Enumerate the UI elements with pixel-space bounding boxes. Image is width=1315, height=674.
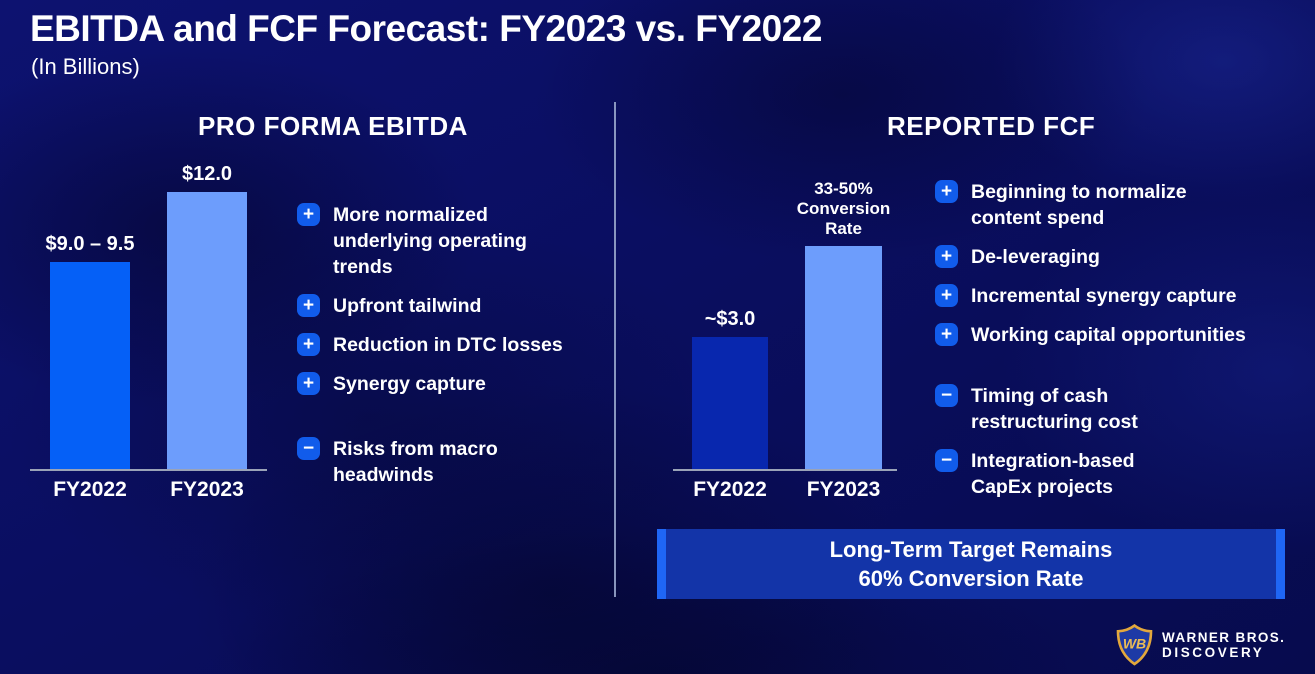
bar-value-label: $9.0 – 9.5 (45, 233, 135, 255)
bar-value-label: $12.0 (181, 163, 233, 185)
bar-fy2023 (805, 246, 882, 469)
brand-name-line2: DISCOVERY (1162, 645, 1265, 660)
list-item: + Synergy capture (297, 371, 587, 397)
banner-line2: 60% Conversion Rate (858, 566, 1084, 591)
wb-shield-icon: WB (1116, 624, 1153, 666)
wb-monogram: WB (1123, 636, 1146, 652)
plus-icon: + (297, 294, 320, 317)
ebitda-positive-bullets: + More normalized underlying operating t… (297, 202, 587, 410)
bullet-text: Incremental synergy capture (971, 285, 1237, 307)
right-panel-title: REPORTED FCF (887, 111, 1096, 141)
plus-icon: + (935, 284, 958, 307)
bullet-text: More normalized underlying operating tre… (333, 204, 527, 278)
left-panel-title: PRO FORMA EBITDA (198, 111, 468, 141)
bar-category-label: FY2023 (806, 478, 881, 501)
list-item: − Integration-based CapEx projects (935, 448, 1290, 500)
fcf-positive-bullets: + Beginning to normalize content spend +… (935, 179, 1290, 361)
list-item: + More normalized underlying operating t… (297, 202, 587, 280)
bar-fy2023 (167, 192, 247, 469)
bullet-text: Synergy capture (333, 373, 486, 395)
page-title: EBITDA and FCF Forecast: FY2023 vs. FY20… (30, 8, 822, 49)
bar-category-label: FY2023 (170, 478, 244, 501)
ebitda-bar-chart: $9.0 – 9.5 FY2022 $12.0 FY2023 (30, 150, 267, 501)
plus-icon: + (935, 323, 958, 346)
long-term-target-banner: Long-Term Target Remains 60% Conversion … (657, 529, 1285, 599)
bar-category-label: FY2022 (53, 478, 127, 501)
bullet-text: De-leveraging (971, 246, 1100, 268)
plus-icon: + (297, 372, 320, 395)
warner-bros-discovery-logo: WB WARNER BROS. DISCOVERY (1116, 624, 1285, 666)
bar-value-label: ~$3.0 (704, 308, 756, 330)
bar-fy2022 (692, 337, 768, 469)
bullet-text: Upfront tailwind (333, 295, 482, 317)
list-item: − Risks from macro headwinds (297, 436, 587, 488)
plus-icon: + (297, 333, 320, 356)
list-item: + Upfront tailwind (297, 293, 587, 319)
panel-divider (614, 102, 616, 597)
brand-name-line1: WARNER BROS. (1162, 630, 1286, 645)
list-item: + De-leveraging (935, 244, 1290, 270)
bar-category-label: FY2022 (693, 478, 767, 501)
minus-icon: − (935, 384, 958, 407)
bar-value-label: 33-50% Conversion Rate (796, 179, 891, 238)
banner-line1: Long-Term Target Remains (829, 537, 1113, 562)
fcf-bar-chart: ~$3.0 FY2022 33-50% Conversion Rate FY2023 (673, 150, 897, 501)
page-subtitle: (In Billions) (31, 54, 140, 79)
bar-fy2022 (50, 262, 130, 469)
fcf-negative-bullets: − Timing of cash restructuring cost − In… (935, 383, 1290, 513)
bullet-text: Timing of cash restructuring cost (971, 385, 1138, 433)
bullet-text: Integration-based CapEx projects (971, 450, 1135, 498)
bullet-text: Working capital opportunities (971, 324, 1246, 346)
list-item: + Incremental synergy capture (935, 283, 1290, 309)
list-item: − Timing of cash restructuring cost (935, 383, 1290, 435)
minus-icon: − (297, 437, 320, 460)
list-item: + Reduction in DTC losses (297, 332, 587, 358)
plus-icon: + (297, 203, 320, 226)
list-item: + Beginning to normalize content spend (935, 179, 1290, 231)
bullet-text: Reduction in DTC losses (333, 334, 563, 356)
ebitda-negative-bullets: − Risks from macro headwinds (297, 436, 587, 501)
bullet-text: Beginning to normalize content spend (971, 181, 1187, 229)
plus-icon: + (935, 180, 958, 203)
bullet-text: Risks from macro headwinds (333, 438, 498, 486)
plus-icon: + (935, 245, 958, 268)
minus-icon: − (935, 449, 958, 472)
list-item: + Working capital opportunities (935, 322, 1290, 348)
